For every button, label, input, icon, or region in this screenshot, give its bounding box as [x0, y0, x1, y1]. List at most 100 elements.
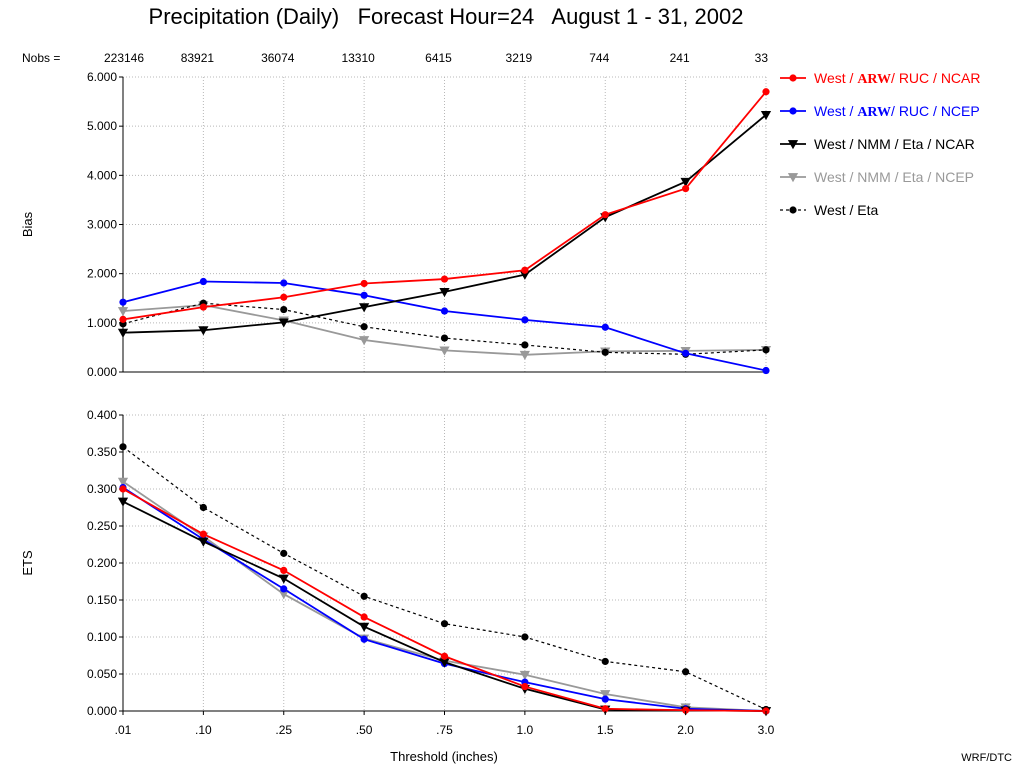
- y-tick-label: 0.300: [87, 482, 117, 496]
- data-point: [601, 323, 609, 331]
- series-line: [122, 486, 767, 712]
- legend-label: West / NMM / Eta / NCAR: [814, 136, 975, 152]
- legend-label: West / ARW/ RUC / NCEP: [814, 103, 980, 120]
- x-tick-label: .25: [275, 723, 292, 737]
- data-point: [360, 592, 368, 600]
- legend-item: West / ARW/ RUC / NCEP: [780, 103, 980, 120]
- y-tick-label: 4.000: [87, 168, 117, 182]
- credit-label: WRF/DTC: [961, 752, 1012, 764]
- data-point: [600, 690, 611, 700]
- nobs-value: 36074: [261, 51, 295, 65]
- nobs-value: 6415: [425, 51, 452, 65]
- ets-panel: 0.000 0.050 0.100 0.150 0.200 0.250 0.300 0.350…: [20, 408, 775, 764]
- data-point: [359, 303, 370, 313]
- legend-label-part: / RUC / NCAR: [891, 70, 980, 86]
- data-point: [280, 293, 288, 301]
- y-tick-label: 0.100: [87, 630, 117, 644]
- nobs-value: 83921: [181, 51, 215, 65]
- x-tick-label: 1.0: [517, 723, 534, 737]
- legend-item: West / Eta: [780, 202, 879, 218]
- legend-item: West / NMM / Eta / NCEP: [780, 169, 974, 185]
- x-tick-label: 2.0: [677, 723, 694, 737]
- nobs-value: 223146: [104, 51, 144, 65]
- legend-label-part: West /: [814, 103, 857, 119]
- nobs-value: 33: [755, 51, 769, 65]
- data-point: [359, 336, 370, 346]
- data-point: [117, 307, 129, 317]
- x-tick-label: .50: [356, 723, 373, 737]
- data-point: [521, 633, 529, 641]
- data-point: [440, 620, 449, 628]
- data-point: [119, 485, 127, 493]
- data-point: [601, 695, 609, 703]
- data-point: [360, 613, 368, 621]
- data-point: [440, 652, 449, 660]
- data-point: [440, 275, 449, 283]
- legend-label-part: West /: [814, 70, 857, 86]
- y-tick-label: 0.000: [87, 365, 117, 379]
- y-tick-label: 6.000: [87, 70, 117, 84]
- x-tick-label: .75: [436, 723, 453, 737]
- nobs-value: 13310: [341, 51, 375, 65]
- data-point: [762, 346, 770, 354]
- data-point: [199, 530, 207, 538]
- legend: West / ARW/ RUC / NCAR West / ARW/ RUC / …: [780, 70, 981, 218]
- data-point: [117, 497, 129, 507]
- series-line: [122, 446, 767, 711]
- data-point: [360, 323, 368, 331]
- nobs-values: 223146 83921 36074 13310 6415 3219 744 241 33: [104, 51, 768, 65]
- y-tick-label: 0.200: [87, 556, 117, 570]
- y-axis-label: Bias: [20, 211, 35, 237]
- data-point: [760, 110, 772, 121]
- data-point: [440, 307, 449, 315]
- legend-marker: [787, 173, 799, 183]
- y-tick-label: 0.150: [87, 593, 117, 607]
- data-point: [682, 349, 690, 357]
- nobs-value: 241: [670, 51, 690, 65]
- data-point: [280, 549, 288, 557]
- data-point: [359, 622, 370, 632]
- data-point: [521, 266, 529, 274]
- legend-label: West / NMM / Eta / NCEP: [814, 169, 974, 185]
- data-point: [199, 503, 207, 512]
- nobs-value: 744: [589, 51, 609, 65]
- data-point: [682, 706, 690, 714]
- data-point: [119, 298, 127, 306]
- data-point: [521, 316, 529, 324]
- data-point: [439, 287, 450, 298]
- data-point: [199, 303, 207, 311]
- data-point: [439, 346, 450, 356]
- x-tick-label: 3.0: [758, 723, 775, 737]
- chart-title: Precipitation (Daily) Forecast Hour=24 A…: [149, 4, 744, 29]
- legend-label: West / ARW/ RUC / NCAR: [814, 70, 981, 87]
- data-point: [601, 657, 609, 666]
- data-point: [601, 705, 609, 713]
- data-point: [762, 88, 770, 96]
- legend-marker: [789, 74, 797, 82]
- data-point: [119, 315, 127, 323]
- x-axis-label: Threshold (inches): [390, 749, 498, 764]
- data-point: [119, 443, 127, 451]
- y-tick-label: 5.000: [87, 119, 117, 133]
- data-point: [278, 574, 289, 584]
- data-point: [440, 334, 449, 342]
- data-point: [360, 635, 368, 643]
- data-point: [198, 537, 209, 547]
- data-point: [682, 185, 690, 193]
- data-point: [117, 477, 129, 487]
- nobs-value: 3219: [506, 51, 533, 65]
- data-point: [280, 305, 288, 314]
- data-point: [360, 279, 368, 288]
- nobs-label: Nobs =: [22, 51, 60, 65]
- y-tick-label: 0.250: [87, 519, 117, 533]
- y-tick-label: 0.350: [87, 445, 117, 459]
- legend-item: West / NMM / Eta / NCAR: [780, 136, 975, 152]
- data-point: [278, 318, 289, 328]
- x-tick-label: .01: [115, 723, 132, 737]
- y-tick-label: 1.000: [87, 316, 117, 330]
- data-point: [680, 177, 691, 187]
- x-tick-label: 1.5: [597, 723, 614, 737]
- data-point: [682, 668, 690, 676]
- y-axis-label: ETS: [20, 550, 35, 576]
